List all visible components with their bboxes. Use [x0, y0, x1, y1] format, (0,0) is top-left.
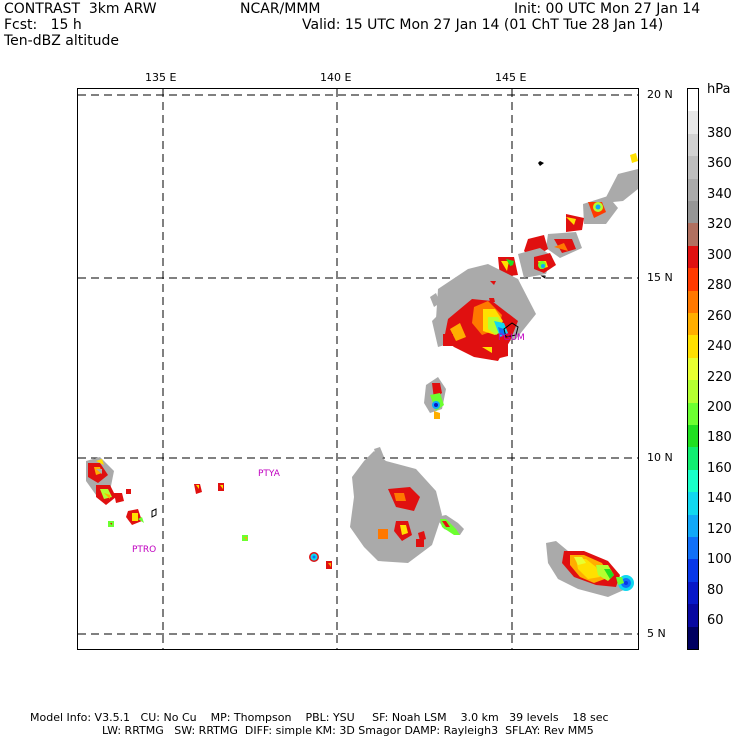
station-ptro: PTRO [132, 545, 157, 555]
colorbar-tick-label: 60 [707, 613, 724, 629]
echo-cluster-southeast [546, 541, 634, 597]
colorbar-tick-label: 360 [707, 156, 732, 172]
forecast-hour: Fcst: 15 h [4, 17, 82, 33]
lat-label-15n: 15 N [647, 271, 673, 284]
colorbar-tick-label: 280 [707, 278, 732, 294]
colorbar-tick-label: 180 [707, 430, 732, 446]
colorbar-tick-label: 140 [707, 491, 732, 507]
colorbar-segment [688, 514, 698, 538]
colorbar-segment [688, 89, 698, 112]
lat-label-5n: 5 N [647, 627, 666, 640]
colorbar-tick-label: 120 [707, 521, 732, 537]
colorbar-segment [688, 245, 698, 269]
echo-cluster-north [498, 153, 638, 278]
model-info-line2: LW: RRTMG SW: RRTMG DIFF: simple KM: 3D … [102, 724, 594, 737]
init-time: Init: 00 UTC Mon 27 Jan 14 [514, 1, 701, 17]
map-panel: PTYA PTRO PGUM [77, 88, 639, 650]
colorbar-unit: hPa [707, 82, 731, 97]
colorbar-tick-label: 80 [707, 582, 724, 598]
colorbar-segment [688, 133, 698, 157]
colorbar-tick-label: 260 [707, 308, 732, 324]
colorbar-segment [688, 313, 698, 336]
field-name: Ten-dBZ altitude [4, 33, 119, 49]
echo-cluster-palau [86, 457, 144, 527]
echo-cluster-mid [424, 377, 446, 419]
lon-label-135: 135 E [145, 71, 177, 84]
island-outlines [151, 275, 546, 518]
station-ptya: PTYA [258, 469, 280, 479]
model-title: CONTRAST 3km ARW [4, 1, 157, 17]
map-graphic [78, 89, 638, 649]
colorbar-segment [688, 537, 698, 560]
model-info-line1: Model Info: V3.5.1 CU: No Cu MP: Thompso… [30, 711, 609, 724]
colorbar-segment [688, 380, 698, 404]
colorbar-segment [688, 425, 698, 448]
echo-cluster-central [350, 447, 464, 563]
colorbar-tick-label: 300 [707, 247, 732, 263]
colorbar-tick-label: 160 [707, 460, 732, 476]
colorbar-tick-label: 340 [707, 186, 732, 202]
organization-label: NCAR/MMM [240, 1, 321, 17]
echo-cluster-guam [430, 264, 536, 361]
colorbar [687, 88, 699, 650]
colorbar-segment [688, 268, 698, 292]
colorbar-tick-label: 100 [707, 552, 732, 568]
colorbar-segment [688, 402, 698, 426]
colorbar-tick-label: 380 [707, 125, 732, 141]
colorbar-segment [688, 335, 698, 359]
colorbar-tick-label: 220 [707, 369, 732, 385]
lon-label-140: 140 E [320, 71, 352, 84]
colorbar-segment [688, 156, 698, 180]
colorbar-segment [688, 492, 698, 516]
colorbar-segment [688, 178, 698, 202]
valid-time: Valid: 15 UTC Mon 27 Jan 14 (01 ChT Tue … [302, 17, 664, 33]
station-pgum: PGUM [498, 333, 525, 343]
lat-lon-grid [78, 89, 638, 649]
colorbar-tick-label: 200 [707, 399, 732, 415]
colorbar-segment [688, 290, 698, 314]
echo-cells-small [194, 483, 332, 569]
colorbar-segment [688, 357, 698, 381]
lat-label-20n: 20 N [647, 88, 673, 101]
colorbar-tick-label: 320 [707, 217, 732, 233]
lon-label-145: 145 E [495, 71, 527, 84]
colorbar-segment [688, 626, 698, 650]
colorbar-segment [688, 111, 698, 135]
colorbar-segment [688, 604, 698, 628]
colorbar-segment [688, 201, 698, 224]
colorbar-segment [688, 559, 698, 583]
lat-label-10n: 10 N [647, 451, 673, 464]
colorbar-segment [688, 447, 698, 471]
colorbar-tick-label: 240 [707, 339, 732, 355]
colorbar-segment [688, 581, 698, 605]
colorbar-segment [688, 469, 698, 493]
colorbar-segment [688, 223, 698, 247]
